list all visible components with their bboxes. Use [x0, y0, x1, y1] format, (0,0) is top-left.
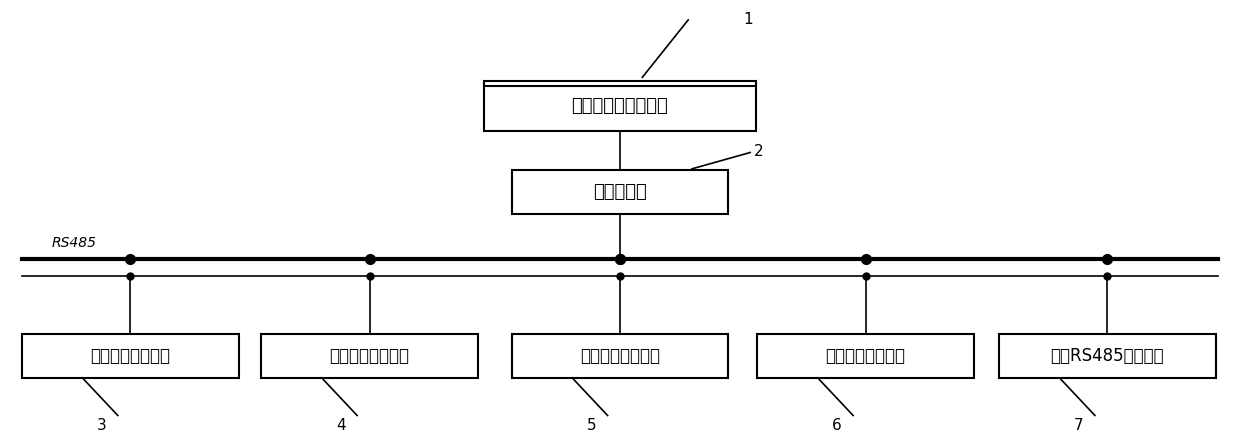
Text: 右超声波测距从站: 右超声波测距从站: [826, 347, 905, 365]
Text: 中间控制板: 中间控制板: [593, 183, 647, 201]
Text: 6: 6: [832, 418, 842, 433]
Text: 3: 3: [97, 418, 107, 433]
Text: 左超声波测距从站: 左超声波测距从站: [580, 347, 660, 365]
Bar: [999, 334, 1215, 378]
Text: 5: 5: [587, 418, 596, 433]
Bar: [511, 170, 728, 214]
Text: 后超声波测距从站: 后超声波测距从站: [330, 347, 409, 365]
Bar: [756, 334, 973, 378]
Text: 4: 4: [336, 418, 346, 433]
Text: 7: 7: [1074, 418, 1084, 433]
Text: 压路机中央控制系统: 压路机中央控制系统: [572, 97, 668, 115]
Text: 1: 1: [743, 12, 753, 27]
Text: 前超声波测距从站: 前超声波测距从站: [91, 347, 170, 365]
Text: RS485: RS485: [52, 236, 97, 250]
Bar: [511, 334, 728, 378]
Text: 其他RS485总线节点: 其他RS485总线节点: [1050, 347, 1164, 365]
Bar: [22, 334, 238, 378]
Text: 2: 2: [754, 144, 764, 159]
Bar: [260, 334, 477, 378]
Bar: [484, 80, 756, 132]
